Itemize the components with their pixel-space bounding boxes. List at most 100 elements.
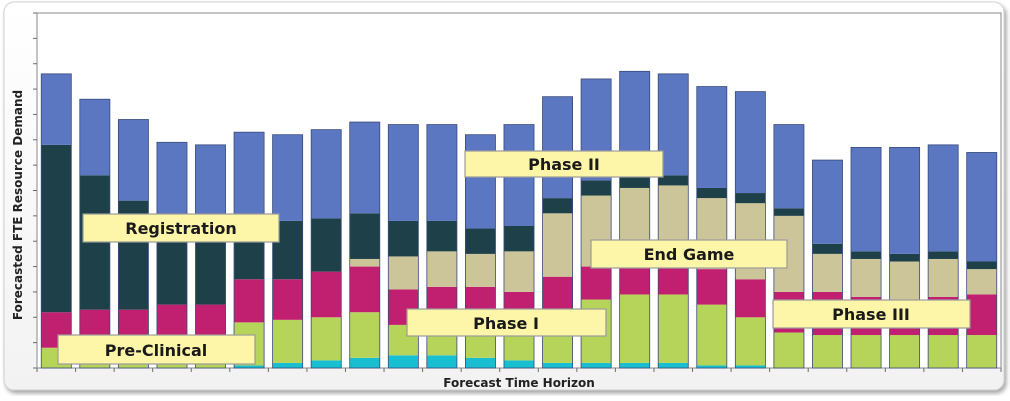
- callout-registration-label: Registration: [125, 219, 236, 238]
- bar-segment-registration: [311, 218, 342, 272]
- bar-segment-registration: [465, 228, 496, 254]
- callout-phase-ii-label: Phase II: [528, 155, 600, 174]
- bars-layer: [40, 70, 998, 369]
- bar-segment-phase-i: [542, 276, 573, 313]
- bar-segment-phase-iii: [966, 269, 997, 295]
- bar-outline: [657, 73, 689, 369]
- bar-outline: [734, 91, 766, 369]
- bar-segment-phase-ii: [234, 132, 265, 219]
- bar-segment-cyan: [696, 365, 727, 368]
- bar-outline: [464, 134, 496, 369]
- bar-segment-phase-ii: [735, 91, 766, 194]
- bar-segment-pre-clinical: [966, 335, 997, 368]
- bar-segment-phase-iii: [503, 251, 535, 292]
- callout-phase-iii: Phase III: [772, 299, 971, 329]
- bar-segment-phase-i: [735, 279, 766, 318]
- bar-outline: [966, 152, 998, 369]
- bar-stack-4: [156, 141, 188, 369]
- bar-segment-pre-clinical: [851, 335, 882, 368]
- x-axis: [36, 368, 1002, 372]
- bar-segment-pre-clinical: [311, 317, 342, 361]
- bar-outline: [349, 121, 381, 369]
- bar-segment-cyan: [465, 357, 496, 368]
- bar-segment-registration: [889, 253, 920, 262]
- bar-segment-registration: [658, 175, 689, 186]
- bar-segment-registration: [812, 243, 843, 254]
- bar-segment-phase-ii: [696, 86, 727, 188]
- bar-segment-cyan: [581, 362, 612, 368]
- bar-segment-registration: [928, 251, 959, 259]
- bar-segment-phase-i: [696, 269, 727, 305]
- bar-segment-cyan: [735, 365, 766, 368]
- bar-segment-pre-clinical: [812, 335, 843, 368]
- bar-segment-pre-clinical: [696, 304, 727, 366]
- bar-outline: [696, 86, 728, 369]
- bar-segment-phase-i: [311, 271, 342, 318]
- bar-stack-19: [734, 91, 766, 369]
- bar-segment-cyan: [503, 360, 535, 368]
- bar-segment-phase-iii: [388, 256, 419, 290]
- callout-phase-i-label: Phase I: [473, 314, 539, 333]
- bar-stack-11: [426, 124, 458, 369]
- bar-stack-21: [812, 159, 843, 369]
- bar-stack-9: [349, 121, 381, 369]
- bar-segment-phase-ii: [889, 147, 920, 254]
- bar-segment-cyan: [542, 362, 573, 368]
- bar-segment-pre-clinical: [349, 312, 380, 358]
- bar-segment-registration: [41, 144, 72, 313]
- bar-stack-22: [850, 146, 882, 369]
- bar-segment-phase-ii: [118, 119, 149, 201]
- bar-outline: [889, 146, 921, 369]
- bar-segment-phase-ii: [272, 134, 303, 221]
- bar-outline: [310, 129, 342, 369]
- bar-segment-registration: [966, 261, 997, 270]
- bar-stack-6: [233, 131, 265, 369]
- bar-outline: [272, 134, 304, 369]
- bar-segment-cyan: [388, 355, 419, 368]
- phase-callouts: Registration Phase II End Game Phase I P…: [57, 150, 971, 365]
- y-axis: [33, 12, 37, 369]
- bar-segment-cyan: [426, 355, 457, 368]
- bar-segment-cyan: [619, 362, 650, 368]
- x-axis-title: Forecast Time Horizon: [443, 376, 595, 390]
- bar-stack-17: [657, 73, 689, 369]
- bar-segment-pre-clinical: [619, 294, 650, 363]
- callout-pre-clinical: Pre-Clinical: [57, 334, 256, 365]
- bar-stack-24: [927, 144, 959, 369]
- bar-outline: [195, 144, 226, 369]
- bar-segment-phase-iii: [889, 261, 920, 300]
- bar-outline: [503, 124, 535, 369]
- bar-segment-cyan: [311, 360, 342, 368]
- callout-pre-clinical-label: Pre-Clinical: [105, 341, 207, 360]
- callout-phase-i: Phase I: [406, 308, 607, 337]
- bar-segment-registration: [542, 198, 573, 214]
- bar-segment-pre-clinical: [889, 335, 920, 368]
- bar-segment-cyan: [234, 365, 265, 368]
- bar-segment-phase-ii: [773, 124, 804, 209]
- bar-outline: [619, 70, 651, 369]
- bar-outline: [156, 141, 188, 369]
- bar-segment-phase-i: [966, 294, 997, 336]
- bar-outline: [387, 124, 419, 369]
- bar-segment-registration: [388, 220, 419, 257]
- bar-stack-1: [40, 73, 72, 369]
- bar-segment-phase-i: [581, 266, 612, 300]
- bar-segment-phase-ii: [41, 73, 72, 145]
- bar-stack-25: [966, 152, 998, 369]
- bar-segment-cyan: [349, 357, 380, 368]
- bar-outline: [850, 146, 882, 369]
- bar-segment-cyan: [272, 362, 303, 368]
- bar-segment-registration: [773, 208, 804, 216]
- bar-segment-phase-ii: [542, 96, 573, 199]
- callout-registration: Registration: [82, 213, 280, 243]
- callout-phase-iii-label: Phase III: [832, 305, 910, 324]
- bar-segment-phase-ii: [812, 160, 843, 244]
- bar-segment-phase-ii: [426, 124, 457, 221]
- bar-outline: [580, 78, 612, 369]
- bar-outline: [426, 124, 458, 369]
- bar-segment-phase-iii: [928, 258, 959, 297]
- bar-segment-phase-ii: [465, 134, 496, 229]
- bar-segment-registration: [349, 213, 380, 259]
- bar-segment-phase-ii: [966, 152, 997, 262]
